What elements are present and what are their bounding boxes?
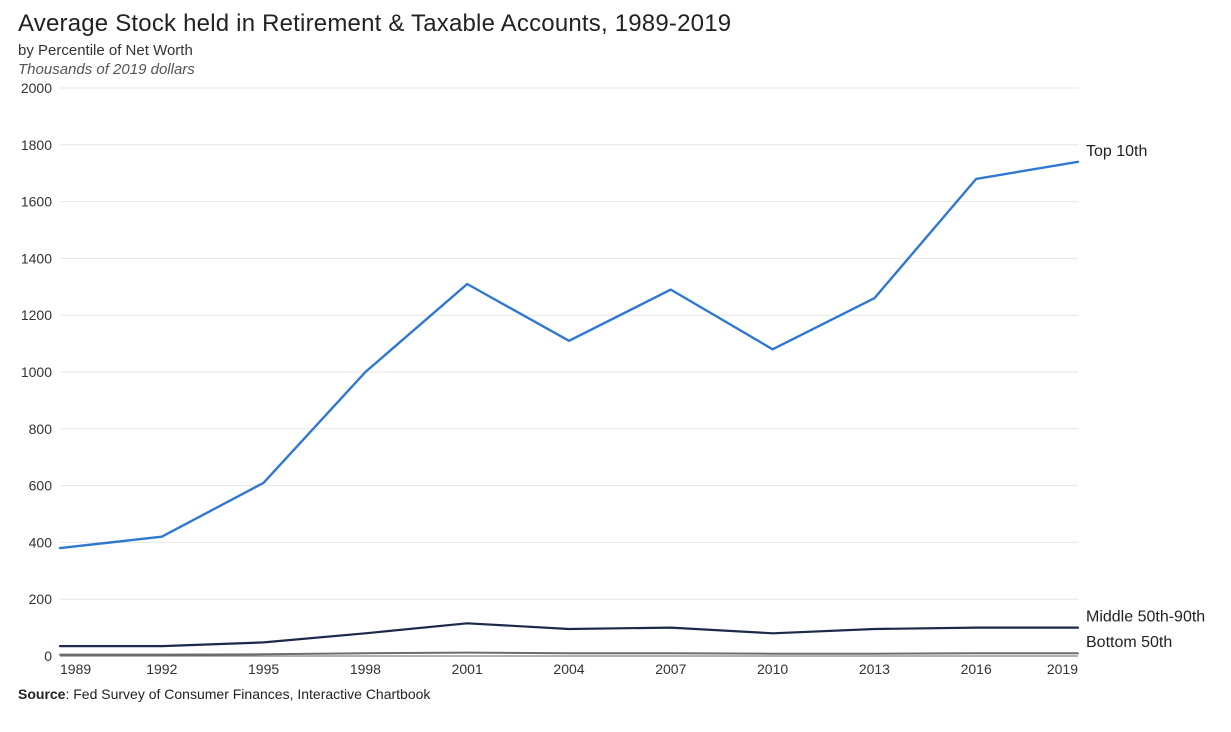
- series-line: [60, 623, 1078, 646]
- series-line: [60, 162, 1078, 548]
- y-tick-label: 1400: [21, 250, 52, 266]
- chart-subtitle: by Percentile of Net Worth: [18, 42, 1213, 59]
- chart-svg: 0 200 400 600 800 1000 1200 1400 1600 1800 2000 198…: [18, 82, 1213, 682]
- y-axis-label: Thousands of 2019 dollars: [18, 61, 1213, 78]
- series-line: [60, 653, 1078, 655]
- y-tick-label: 1200: [21, 307, 52, 323]
- y-tick-label: 1000: [21, 364, 52, 380]
- y-tick-label: 600: [29, 478, 53, 494]
- series-label: Middle 50th-90th: [1086, 609, 1205, 626]
- source-line: Source: Fed Survey of Consumer Finances,…: [18, 686, 1213, 702]
- x-tick-label: 2016: [961, 661, 992, 677]
- y-tick-label: 1600: [21, 194, 52, 210]
- x-tick-label: 1992: [146, 661, 177, 677]
- chart-title: Average Stock held in Retirement & Taxab…: [18, 10, 1213, 38]
- x-tick-label: 2013: [859, 661, 890, 677]
- x-tick-label: 2007: [655, 661, 686, 677]
- source-prefix: Source: [18, 686, 65, 702]
- y-tick-label: 0: [44, 648, 52, 664]
- y-tick-label: 1800: [21, 137, 52, 153]
- x-tick-label: 1989: [60, 661, 91, 677]
- y-tick-label: 200: [29, 591, 53, 607]
- chart-plot-area: 0 200 400 600 800 1000 1200 1400 1600 1800 2000 198…: [18, 82, 1213, 682]
- x-tick-label: 2019: [1047, 661, 1078, 677]
- x-tick-label: 1998: [350, 661, 381, 677]
- y-tick-label: 400: [29, 534, 53, 550]
- x-tick-label: 1995: [248, 661, 279, 677]
- x-tick-label: 2010: [757, 661, 788, 677]
- y-tick-label: 800: [29, 421, 53, 437]
- series-label: Bottom 50th: [1086, 634, 1172, 651]
- chart-container: Average Stock held in Retirement & Taxab…: [0, 0, 1231, 732]
- x-tick-label: 2001: [452, 661, 483, 677]
- series-label: Top 10th: [1086, 143, 1147, 160]
- source-text: : Fed Survey of Consumer Finances, Inter…: [65, 686, 430, 702]
- y-tick-label: 2000: [21, 82, 52, 96]
- x-tick-label: 2004: [553, 661, 584, 677]
